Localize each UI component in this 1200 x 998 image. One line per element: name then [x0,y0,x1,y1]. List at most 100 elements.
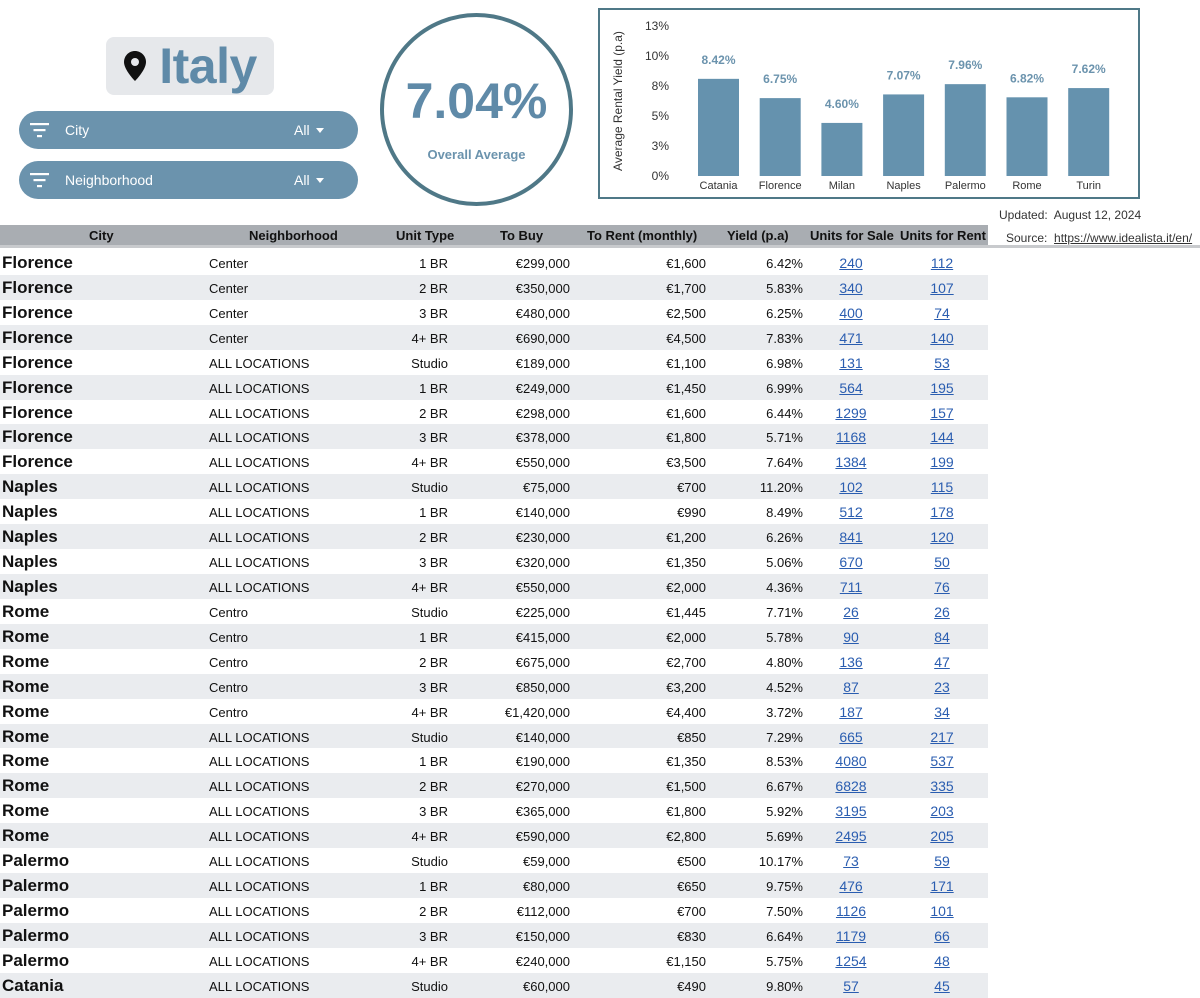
cell-units-for-sale[interactable]: 90 [843,628,859,645]
cell-units-for-sale[interactable]: 476 [839,878,863,895]
col-units-rent[interactable]: Units for Rent [900,228,986,243]
col-to-rent[interactable]: To Rent (monthly) [587,228,698,243]
col-unit-type[interactable]: Unit Type [396,228,455,243]
cell-units-for-rent[interactable]: 199 [930,454,954,471]
x-tick-label: Naples [886,180,921,192]
cell-units-for-sale[interactable]: 1126 [835,902,867,919]
cell-units-for-rent[interactable]: 115 [930,479,954,496]
cell-neighborhood: ALL LOCATIONS [209,380,310,396]
cell-units-for-rent[interactable]: 178 [930,504,954,521]
data-label: 8.42% [701,53,735,67]
cell-units-for-sale[interactable]: 3195 [835,803,867,820]
cell-units-for-sale[interactable]: 73 [843,853,859,870]
cell-units-for-rent[interactable]: 34 [934,703,950,720]
cell-units-for-sale[interactable]: 240 [839,255,863,271]
cell-units-for-sale[interactable]: 711 [839,578,863,595]
cell-units-for-rent[interactable]: 107 [930,279,954,296]
col-yield[interactable]: Yield (p.a) [727,228,789,243]
data-label: 7.96% [948,58,982,72]
table-row: Florence ALL LOCATIONS Studio €189,000 €1,10… [0,350,988,375]
source-link[interactable]: https://www.idealista.it/en/ [1054,231,1193,245]
cell-unit-type: 1 BR [419,879,448,895]
cell-units-for-rent[interactable]: 101 [930,902,954,919]
col-to-buy[interactable]: To Buy [500,228,544,243]
cell-city: Rome [2,626,50,646]
cell-city: Florence [2,377,73,397]
data-label: 4.60% [825,97,859,111]
cell-units-for-sale[interactable]: 670 [839,554,863,571]
cell-units-for-sale[interactable]: 340 [839,279,863,296]
cell-neighborhood: Centro [209,704,249,720]
cell-units-for-rent[interactable]: 84 [934,628,950,645]
cell-units-for-rent[interactable]: 140 [930,329,954,346]
cell-units-for-sale[interactable]: 1168 [835,429,867,446]
cell-units-for-rent[interactable]: 144 [930,429,954,446]
cell-units-for-sale[interactable]: 26 [843,603,859,620]
cell-units-for-sale[interactable]: 6828 [835,778,867,795]
neighborhood-filter-value[interactable]: All [294,172,324,188]
cell-units-for-sale[interactable]: 1254 [835,952,867,969]
cell-units-for-rent[interactable]: 47 [934,653,950,670]
cell-units-for-sale[interactable]: 512 [839,504,863,521]
bar-catania [698,78,739,176]
col-neighborhood[interactable]: Neighborhood [249,228,338,243]
cell-units-for-rent[interactable]: 50 [934,554,950,571]
cell-units-for-rent[interactable]: 171 [930,878,954,895]
city-filter[interactable]: City All [19,111,358,149]
cell-to-buy: €590,000 [515,829,570,845]
cell-units-for-rent[interactable]: 23 [934,678,950,695]
y-tick-label: 0% [652,169,670,183]
city-filter-value[interactable]: All [294,122,324,138]
cell-units-for-rent[interactable]: 26 [934,603,950,620]
cell-units-for-rent[interactable]: 157 [930,404,954,421]
cell-yield: 5.69% [766,829,803,845]
cell-units-for-sale[interactable]: 564 [839,379,863,396]
cell-neighborhood: ALL LOCATIONS [209,903,310,919]
cell-units-for-sale[interactable]: 400 [839,304,863,321]
cell-units-for-sale[interactable]: 87 [843,678,859,695]
cell-units-for-rent[interactable]: 74 [934,304,950,321]
cell-units-for-rent[interactable]: 66 [934,927,950,944]
table-header: City Neighborhood Unit Type To Buy To Re… [0,225,988,245]
cell-units-for-sale[interactable]: 841 [839,529,863,546]
cell-units-for-rent[interactable]: 53 [934,354,950,371]
cell-units-for-rent[interactable]: 59 [934,853,950,870]
cell-units-for-rent[interactable]: 205 [930,828,954,845]
cell-units-for-sale[interactable]: 131 [839,354,863,371]
cell-units-for-rent[interactable]: 48 [934,952,950,969]
cell-units-for-sale[interactable]: 4080 [835,753,867,770]
cell-units-for-sale[interactable]: 136 [839,653,863,670]
col-units-sale[interactable]: Units for Sale [810,228,894,243]
y-tick-label: 13% [645,19,669,33]
cell-neighborhood: ALL LOCATIONS [209,530,310,546]
cell-to-buy: €480,000 [515,305,570,321]
cell-units-for-rent[interactable]: 112 [930,255,954,271]
cell-units-for-rent[interactable]: 537 [930,753,954,770]
neighborhood-filter-selected: All [294,172,310,188]
cell-units-for-rent[interactable]: 76 [934,578,950,595]
cell-units-for-rent[interactable]: 203 [930,803,954,820]
cell-units-for-rent[interactable]: 45 [934,977,950,994]
cell-yield: 7.83% [766,330,803,346]
cell-units-for-rent[interactable]: 120 [930,529,954,546]
cell-units-for-rent[interactable]: 335 [930,778,954,795]
cell-unit-type: 4+ BR [411,704,449,720]
cell-units-for-sale[interactable]: 665 [839,728,863,745]
cell-neighborhood: ALL LOCATIONS [209,754,310,770]
neighborhood-filter[interactable]: Neighborhood All [19,161,358,199]
cell-unit-type: 2 BR [419,903,448,919]
col-city[interactable]: City [89,228,114,243]
cell-units-for-sale[interactable]: 57 [843,977,859,994]
cell-units-for-rent[interactable]: 195 [930,379,954,396]
cell-units-for-sale[interactable]: 1299 [835,404,867,421]
cell-units-for-sale[interactable]: 2495 [835,828,867,845]
table-row: Naples ALL LOCATIONS 1 BR €140,000 €990 8.49%… [0,499,988,524]
cell-to-buy: €80,000 [523,879,570,895]
cell-units-for-sale[interactable]: 471 [839,329,863,346]
cell-units-for-sale[interactable]: 187 [839,703,863,720]
cell-to-rent: €1,100 [666,355,706,371]
cell-units-for-rent[interactable]: 217 [930,728,954,745]
cell-units-for-sale[interactable]: 1179 [835,927,867,944]
cell-units-for-sale[interactable]: 1384 [835,454,867,471]
cell-units-for-sale[interactable]: 102 [839,479,863,496]
